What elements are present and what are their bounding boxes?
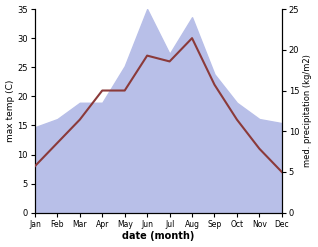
Y-axis label: max temp (C): max temp (C) [5,80,15,142]
Y-axis label: med. precipitation (kg/m2): med. precipitation (kg/m2) [303,54,313,167]
X-axis label: date (month): date (month) [122,231,195,242]
